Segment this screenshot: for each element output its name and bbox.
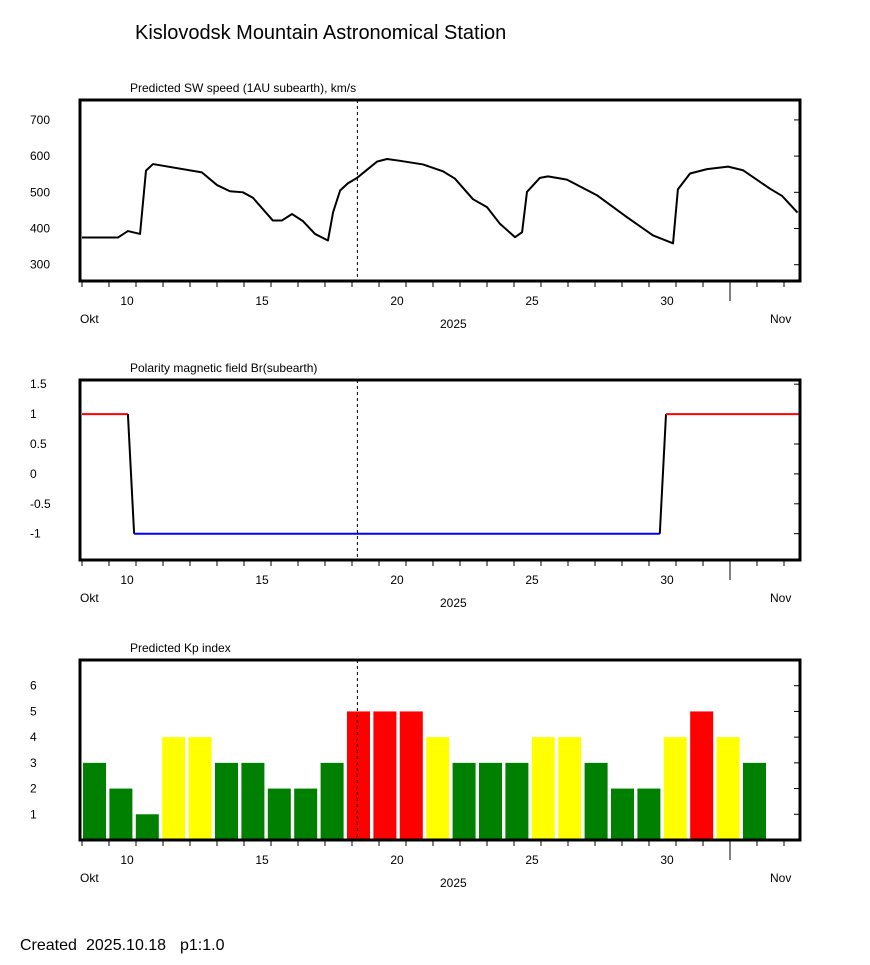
plot-frame [78, 98, 802, 283]
footer-created-label: Created [20, 937, 77, 954]
plot-frame [78, 658, 802, 842]
y-tick-label: 600 [30, 149, 50, 163]
x-month-left: Okt [80, 591, 99, 605]
sw-speed-line [82, 158, 799, 245]
kp-bar [83, 762, 106, 840]
kp-bar [637, 788, 661, 840]
polarity-transition [658, 414, 668, 534]
y-tick-label: 400 [30, 222, 50, 236]
y-tick-label: 5 [30, 704, 37, 718]
kp-bar [505, 762, 529, 840]
x-tick-label: 15 [255, 294, 269, 308]
y-tick-label: 1 [30, 407, 37, 421]
y-tick-label: 3 [30, 756, 37, 770]
x-tick-label: 20 [390, 853, 404, 867]
panel-1: Predicted SW speed (1AU subearth), km/s 3… [30, 81, 802, 331]
x-tick-label: 15 [255, 853, 269, 867]
x-tick-label: 25 [525, 294, 539, 308]
kp-bar [188, 737, 212, 840]
kp-bar [294, 788, 318, 840]
kp-bar [267, 788, 291, 840]
x-tick-label: 10 [120, 573, 134, 587]
panel-2: Polarity magnetic field Br(subearth) 1.5 1… [30, 361, 802, 610]
plot-frame [78, 378, 802, 562]
x-axis-label: 2025 [440, 317, 467, 331]
kp-bar [135, 814, 159, 840]
kp-bar [347, 711, 370, 840]
kp-bar [479, 762, 502, 840]
y-tick-label: 0 [30, 467, 37, 481]
y-tick-label: 1.5 [30, 377, 47, 391]
kp-bar [162, 737, 186, 840]
kp-bar [241, 762, 265, 840]
x-tick-label: 20 [390, 573, 404, 587]
kp-bar [373, 711, 397, 840]
panel-title: Polarity magnetic field Br(subearth) [130, 361, 317, 375]
y-tick-label: 6 [30, 679, 37, 693]
x-tick-label: 15 [255, 573, 269, 587]
kp-bar [531, 737, 555, 840]
y-tick-label: 1 [30, 807, 37, 821]
x-tick-label: 30 [660, 573, 674, 587]
kp-bar [690, 711, 714, 840]
x-tick-label: 25 [525, 573, 539, 587]
kp-bar [611, 788, 634, 840]
x-axis-label: 2025 [440, 876, 467, 890]
y-tick-label: 4 [30, 730, 37, 744]
kp-bar [320, 762, 344, 840]
x-month-left: Okt [80, 871, 99, 885]
footer-date: 2025.10.18 [86, 937, 166, 954]
polarity-transition [126, 414, 136, 534]
x-month-left: Okt [80, 312, 99, 326]
y-tick-label: 300 [30, 258, 50, 272]
kp-bar [663, 737, 687, 840]
x-tick-label: 30 [660, 853, 674, 867]
kp-bar [215, 762, 238, 840]
kp-bar [743, 762, 766, 840]
kp-bar [426, 737, 450, 840]
y-tick-label: -1 [30, 527, 41, 541]
page-title: Kislovodsk Mountain Astronomical Station [135, 22, 506, 44]
kp-bar [558, 737, 582, 840]
kp-bar [716, 737, 740, 840]
x-month-right: Nov [770, 591, 791, 605]
y-tick-label: -0.5 [30, 497, 51, 511]
y-tick-label: 0.5 [30, 437, 47, 451]
y-tick-label: 700 [30, 113, 50, 127]
x-tick-label: 10 [120, 853, 134, 867]
panel-title: Predicted SW speed (1AU subearth), km/s [130, 81, 356, 95]
kp-bar [109, 788, 133, 840]
kp-bar [584, 762, 608, 840]
y-tick-label: 2 [30, 782, 37, 796]
x-tick-label: 30 [660, 294, 674, 308]
x-month-right: Nov [770, 312, 791, 326]
kp-bar [399, 711, 423, 840]
y-tick-label: 500 [30, 185, 50, 199]
x-tick-label: 10 [120, 294, 134, 308]
x-tick-label: 25 [525, 853, 539, 867]
kp-bar [452, 762, 476, 840]
x-tick-label: 20 [390, 294, 404, 308]
panel-title: Predicted Kp index [130, 641, 231, 655]
x-month-right: Nov [770, 871, 791, 885]
x-axis-label: 2025 [440, 596, 467, 610]
footer-page: p1:1.0 [180, 937, 225, 954]
